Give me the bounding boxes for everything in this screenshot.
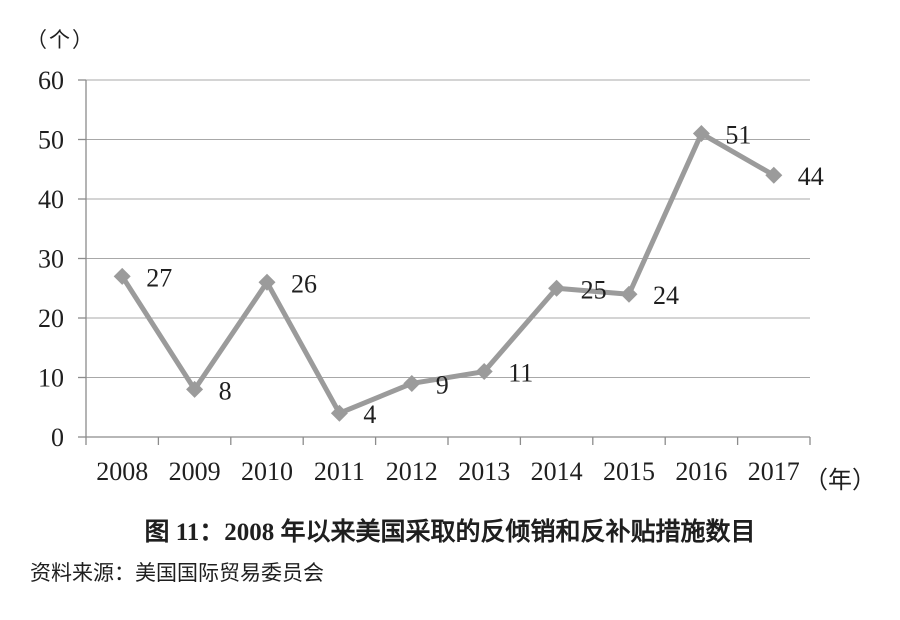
- data-point-marker: [258, 273, 276, 291]
- y-tick-label: 20: [38, 304, 64, 333]
- data-label: 25: [581, 275, 607, 304]
- y-tick-label: 30: [38, 245, 64, 274]
- data-point-marker: [620, 285, 638, 303]
- x-tick-label: 2009: [169, 457, 221, 486]
- x-axis-unit-label: （年）: [804, 468, 876, 494]
- y-tick-label: 0: [51, 423, 64, 452]
- data-point-marker: [403, 374, 421, 392]
- x-tick-label: 2010: [241, 457, 293, 486]
- data-label: 8: [219, 376, 232, 405]
- x-tick-label: 2017: [748, 457, 800, 486]
- source-note: 资料来源：美国国际贸易委员会: [30, 561, 324, 585]
- line-chart: 0 10 20 30 40 50 60 2008 2009 2010 2011 2012 2013 201…: [38, 66, 824, 486]
- series-line: [119, 131, 777, 416]
- y-tick-label: 10: [38, 364, 64, 393]
- data-label: 44: [798, 162, 824, 191]
- x-tick-label: 2015: [603, 457, 655, 486]
- data-point-marker: [475, 363, 493, 381]
- data-point-marker: [330, 404, 348, 422]
- data-label: 11: [508, 359, 533, 388]
- x-tick-label: 2013: [458, 457, 510, 486]
- x-tick-label: 2011: [314, 457, 365, 486]
- y-tick-label: 60: [38, 66, 64, 95]
- x-tick-label: 2016: [675, 457, 727, 486]
- data-point-marker: [186, 380, 204, 398]
- y-tick-label: 50: [38, 126, 64, 155]
- data-point-marker: [113, 267, 131, 285]
- y-tick-label: 40: [38, 185, 64, 214]
- figure-caption: 图 11：2008 年以来美国采取的反倾销和反补贴措施数目: [144, 519, 756, 546]
- data-label: 51: [725, 121, 751, 150]
- y-axis-unit-label: （个）: [26, 28, 95, 52]
- data-point-marker: [692, 125, 710, 143]
- x-tick-label: 2014: [531, 457, 583, 486]
- data-label: 9: [436, 370, 449, 399]
- data-label: 4: [363, 400, 376, 429]
- data-label: 24: [653, 281, 679, 310]
- data-label: 26: [291, 269, 317, 298]
- data-label: 27: [146, 263, 172, 292]
- x-tick-label: 2008: [96, 457, 148, 486]
- data-point-marker: [548, 279, 566, 297]
- x-tick-label: 2012: [386, 457, 438, 486]
- data-point-marker: [765, 166, 783, 184]
